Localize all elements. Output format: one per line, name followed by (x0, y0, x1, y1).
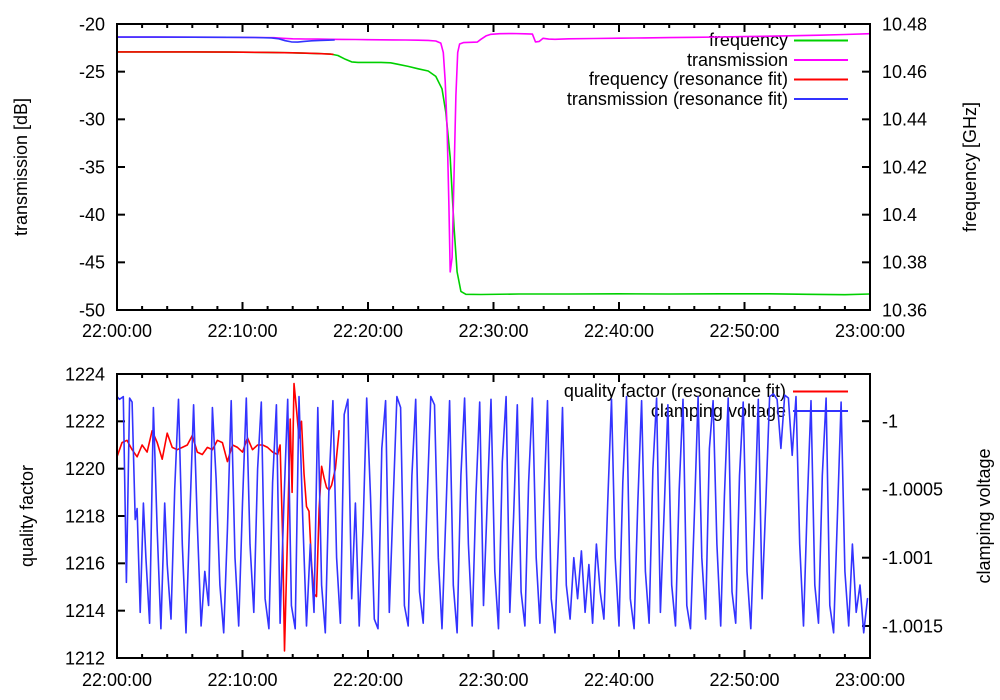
svg-text:23:00:00: 23:00:00 (835, 321, 905, 341)
svg-text:1220: 1220 (65, 459, 105, 479)
svg-text:10.4: 10.4 (882, 205, 917, 225)
svg-text:10.42: 10.42 (882, 157, 927, 177)
svg-text:22:50:00: 22:50:00 (709, 321, 779, 341)
svg-text:22:30:00: 22:30:00 (458, 321, 528, 341)
svg-text:22:30:00: 22:30:00 (458, 670, 528, 690)
svg-text:1216: 1216 (65, 554, 105, 574)
svg-text:22:10:00: 22:10:00 (207, 321, 277, 341)
svg-text:22:40:00: 22:40:00 (584, 670, 654, 690)
svg-text:1214: 1214 (65, 601, 105, 621)
svg-text:22:10:00: 22:10:00 (207, 670, 277, 690)
svg-text:10.38: 10.38 (882, 253, 927, 273)
svg-text:-50: -50 (79, 300, 105, 320)
svg-text:-30: -30 (79, 110, 105, 130)
legend-label-transmission: transmission (686, 50, 788, 70)
svg-text:10.36: 10.36 (882, 300, 927, 320)
legend-label-clamping-voltage: clamping voltage (650, 401, 786, 421)
svg-text:1212: 1212 (65, 648, 105, 668)
svg-text:-1.0015: -1.0015 (882, 616, 943, 636)
svg-text:10.44: 10.44 (882, 110, 927, 130)
svg-text:22:50:00: 22:50:00 (709, 670, 779, 690)
svg-text:22:20:00: 22:20:00 (333, 670, 403, 690)
svg-text:22:00:00: 22:00:00 (82, 670, 152, 690)
legend-label-quality-factor-fit: quality factor (resonance fit) (563, 381, 786, 401)
svg-text:1224: 1224 (65, 364, 105, 384)
svg-text:10.48: 10.48 (882, 14, 927, 34)
legend-label-transmission-fit: transmission (resonance fit) (566, 89, 788, 109)
svg-text:-35: -35 (79, 157, 105, 177)
svg-text:10.46: 10.46 (882, 62, 927, 82)
legend-label-frequency: frequency (708, 30, 788, 50)
svg-text:1222: 1222 (65, 412, 105, 432)
svg-text:23:00:00: 23:00:00 (835, 670, 905, 690)
svg-text:-45: -45 (79, 253, 105, 273)
svg-text:-20: -20 (79, 14, 105, 34)
svg-text:-1: -1 (882, 411, 898, 431)
svg-text:22:20:00: 22:20:00 (333, 321, 403, 341)
svg-text:22:40:00: 22:40:00 (584, 321, 654, 341)
svg-text:22:00:00: 22:00:00 (82, 321, 152, 341)
svg-text:-40: -40 (79, 205, 105, 225)
svg-text:-25: -25 (79, 62, 105, 82)
svg-text:-1.0005: -1.0005 (882, 480, 943, 500)
legend-label-frequency-fit: frequency (resonance fit) (588, 69, 788, 89)
svg-text:1218: 1218 (65, 506, 105, 526)
svg-text:-1.001: -1.001 (882, 548, 933, 568)
